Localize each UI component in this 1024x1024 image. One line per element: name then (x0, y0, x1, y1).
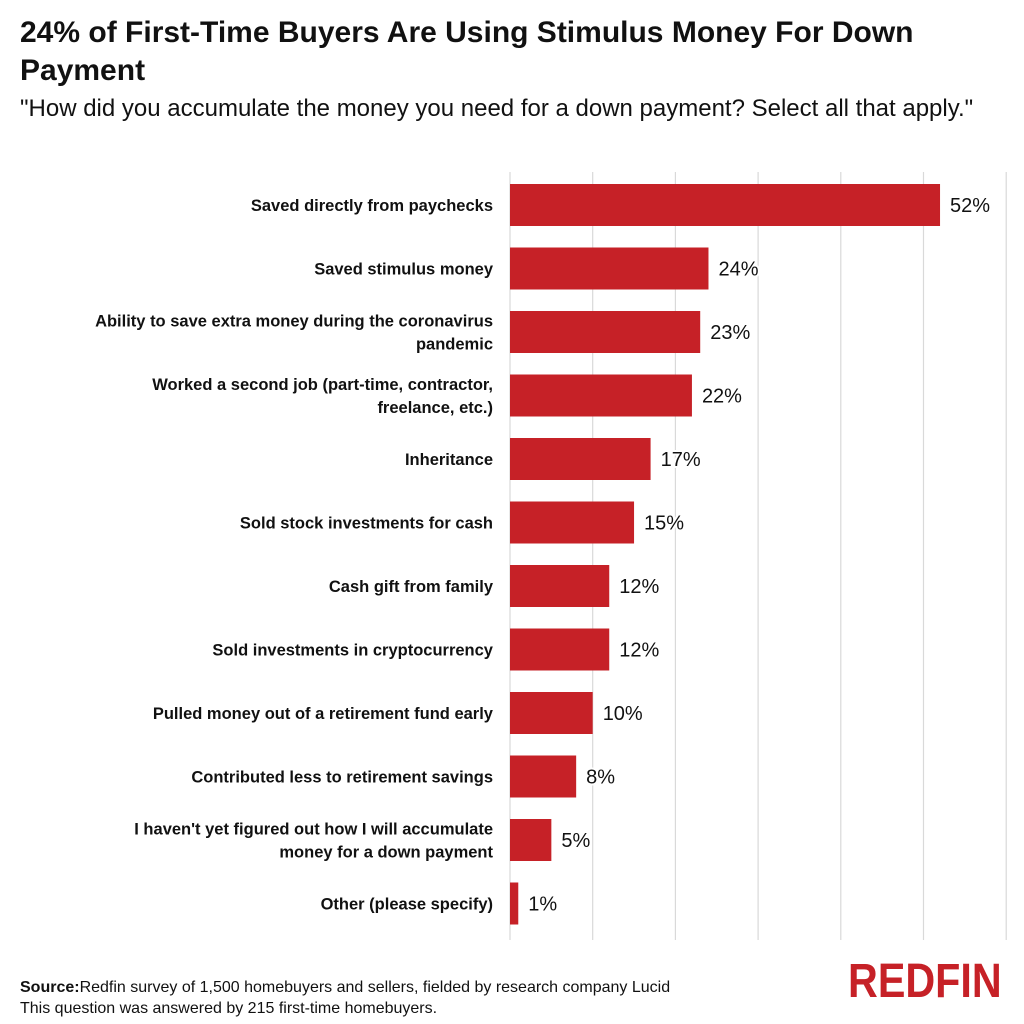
chart-title: 24% of First-Time Buyers Are Using Stimu… (20, 16, 914, 87)
category-label: Worked a second job (part-time, contract… (152, 376, 493, 417)
category-label: Cash gift from family (329, 578, 494, 596)
source-note: Source:Redfin survey of 1,500 homebuyers… (20, 977, 800, 1019)
value-label: 12% (619, 640, 659, 662)
bar (510, 882, 519, 925)
category-label: Other (please specify) (321, 896, 493, 914)
category-label: Sold investments in cryptocurrency (212, 642, 493, 660)
source-line: Source:Redfin survey of 1,500 homebuyers… (20, 977, 800, 998)
redfin-logo: REDFIN (848, 955, 1002, 1008)
value-label: 22% (702, 386, 742, 408)
category-label: Saved directly from paychecks (251, 197, 493, 215)
bar (510, 501, 635, 544)
bar (510, 438, 651, 480)
category-label: Sold stock investments for cash (240, 515, 493, 533)
bar (510, 819, 552, 861)
value-label: 52% (950, 195, 990, 217)
source-text: Redfin survey of 1,500 homebuyers and se… (79, 979, 671, 996)
source-detail: This question was answered by 215 first-… (20, 1000, 438, 1017)
value-label: 12% (619, 576, 659, 598)
category-label: Pulled money out of a retirement fund ea… (153, 705, 494, 723)
value-label: 8% (586, 767, 615, 789)
value-label: 5% (561, 830, 590, 852)
bar (510, 184, 941, 226)
category-label: Ability to save extra money during the c… (95, 313, 493, 354)
value-labels: 52% 24% 23% 22% 17% 15% 12% 12% 10% 8% 5% 1% (526, 193, 992, 918)
bar (510, 247, 709, 290)
category-label: Inheritance (405, 451, 493, 469)
gridlines (509, 172, 1007, 940)
value-label: 17% (661, 449, 701, 471)
bar (510, 311, 701, 353)
category-label: I haven't yet figured out how I will acc… (134, 821, 493, 862)
bar (510, 692, 593, 734)
category-label: Contributed less to retirement savings (191, 769, 493, 787)
bar (510, 628, 610, 671)
value-label: 24% (718, 259, 758, 281)
bar (510, 755, 577, 798)
bars (510, 184, 941, 925)
value-label: 23% (710, 322, 750, 344)
value-label: 1% (528, 894, 557, 916)
bar (510, 374, 692, 417)
source-label: Source: (20, 979, 80, 996)
category-labels: Saved directly from paychecks Saved stimu… (95, 197, 494, 914)
bar (510, 565, 610, 607)
chart-subtitle: "How did you accumulate the money you ne… (20, 95, 974, 122)
value-label: 10% (603, 703, 643, 725)
category-label: Saved stimulus money (314, 261, 494, 279)
value-label: 15% (644, 513, 684, 535)
